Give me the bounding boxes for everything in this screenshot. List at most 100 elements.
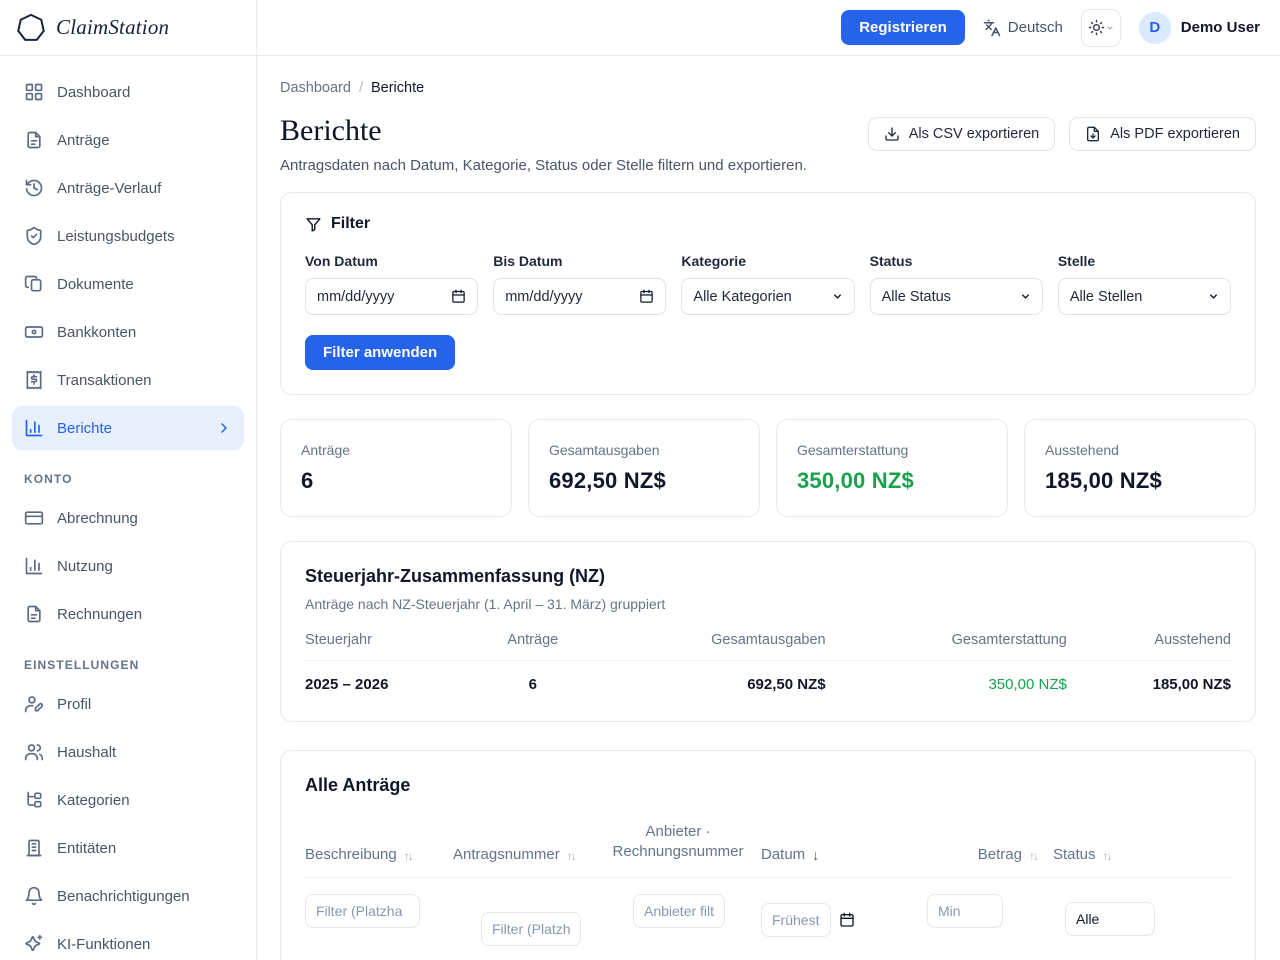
apply-filter-button[interactable]: Filter anwenden bbox=[305, 335, 456, 370]
stat-label: Anträge bbox=[301, 442, 351, 458]
claims-col-betrag[interactable]: Betrag ↑↓ bbox=[927, 822, 1039, 877]
claims-col-datum[interactable]: Datum ↓ bbox=[761, 822, 911, 877]
von-datum-input[interactable]: mm/dd/yyyy bbox=[305, 278, 479, 315]
sidebar-item-dashboard[interactable]: Dashboard bbox=[12, 70, 244, 114]
history-icon bbox=[24, 178, 44, 198]
tax-col-gesamterstattung: Gesamterstattung bbox=[825, 632, 1067, 661]
sidebar-item-label: Dokumente bbox=[57, 275, 134, 293]
page-title: Berichte bbox=[280, 114, 382, 147]
tax-year-title: Steuerjahr-Zusammenfassung (NZ) bbox=[305, 566, 606, 586]
brand[interactable]: ClaimStation bbox=[16, 13, 256, 43]
dashboard-grid-icon bbox=[24, 82, 44, 102]
column-label: Antragsnummer bbox=[453, 845, 560, 863]
status-filter-value: Alle bbox=[1076, 910, 1100, 927]
sidebar-item-ki-funktionen[interactable]: KI-Funktionen bbox=[12, 922, 244, 960]
claims-col-beschreibung[interactable]: Beschreibung ↑↓ bbox=[305, 822, 437, 877]
column-label: Datum bbox=[761, 845, 806, 863]
beschreibung-filter-input[interactable] bbox=[305, 893, 420, 928]
sidebar-item-label: Anträge-Verlauf bbox=[57, 179, 162, 197]
sidebar-item-antraege-verlauf[interactable]: Anträge-Verlauf bbox=[12, 166, 244, 210]
stat-value: 6 bbox=[301, 468, 314, 493]
stat-card-antraege: Anträge 6 bbox=[280, 419, 512, 517]
all-claims-card: Alle Anträge Beschreibung ↑↓ Antragsnumm… bbox=[280, 750, 1256, 960]
tax-cell-gesamterstattung: 350,00 NZ$ bbox=[988, 676, 1067, 693]
claims-table: Beschreibung ↑↓ Antragsnummer ↑↓ Anbiete… bbox=[305, 822, 1231, 946]
sidebar-heading-konto: KONTO bbox=[24, 472, 73, 486]
status-select[interactable]: Alle Status bbox=[869, 278, 1043, 315]
stat-label: Gesamterstattung bbox=[797, 442, 909, 458]
export-csv-label: Als CSV exportieren bbox=[908, 126, 1040, 142]
tax-year-table: Steuerjahr Anträge Gesamtausgaben Gesamt… bbox=[305, 632, 1231, 697]
sidebar-item-haushalt[interactable]: Haushalt bbox=[12, 730, 244, 774]
sidebar-item-antraege[interactable]: Anträge bbox=[12, 118, 244, 162]
bis-datum-label: Bis Datum bbox=[493, 253, 563, 269]
datum-filter-input[interactable] bbox=[761, 902, 831, 937]
sidebar-item-profil[interactable]: Profil bbox=[12, 682, 244, 726]
main-content: Dashboard / Berichte Berichte Antragsdat… bbox=[256, 56, 1280, 960]
tax-year-subtitle: Anträge nach NZ-Steuerjahr (1. April – 3… bbox=[305, 596, 666, 612]
antragsnummer-filter-input[interactable] bbox=[481, 911, 581, 946]
calendar-icon bbox=[639, 289, 654, 304]
sidebar-item-entitaeten[interactable]: Entitäten bbox=[12, 826, 244, 870]
sidebar-item-nutzung[interactable]: Nutzung bbox=[12, 544, 244, 588]
sun-icon bbox=[1088, 19, 1105, 36]
kategorie-selected-value: Alle Kategorien bbox=[693, 288, 792, 305]
anbieter-filter-input[interactable] bbox=[633, 893, 725, 928]
chevron-right-icon bbox=[216, 420, 232, 436]
datum-filter[interactable] bbox=[761, 878, 911, 946]
sidebar-item-label: Dashboard bbox=[57, 83, 131, 101]
bis-datum-input[interactable]: mm/dd/yyyy bbox=[493, 278, 667, 315]
receipt-icon bbox=[24, 370, 44, 390]
user-pen-icon bbox=[24, 694, 44, 714]
betrag-min-filter-input[interactable] bbox=[927, 893, 1003, 928]
von-datum-label: Von Datum bbox=[305, 253, 378, 269]
brand-name: ClaimStation bbox=[56, 15, 170, 39]
copy-icon bbox=[24, 274, 44, 294]
sidebar-item-abrechnung[interactable]: Abrechnung bbox=[12, 496, 244, 540]
claims-col-anbieter-rechnungsnummer[interactable]: Anbieter · Rechnungsnummer bbox=[611, 822, 745, 877]
brand-logo-icon bbox=[16, 13, 46, 43]
sidebar-item-label: Abrechnung bbox=[57, 509, 138, 527]
languages-icon bbox=[983, 19, 1001, 37]
claims-col-antragsnummer[interactable]: Antragsnummer ↑↓ bbox=[453, 822, 595, 877]
sidebar-item-label: Bankkonten bbox=[57, 323, 137, 341]
stat-card-gesamterstattung: Gesamterstattung 350,00 NZ$ bbox=[776, 419, 1008, 517]
register-button[interactable]: Registrieren bbox=[841, 10, 965, 45]
date-placeholder: mm/dd/yyyy bbox=[317, 288, 395, 305]
kategorie-select[interactable]: Alle Kategorien bbox=[681, 278, 855, 315]
sidebar-item-bankkonten[interactable]: Bankkonten bbox=[12, 310, 244, 354]
credit-card-icon bbox=[24, 508, 44, 528]
download-icon bbox=[884, 126, 900, 142]
shield-check-icon bbox=[24, 226, 44, 246]
status-filter-select[interactable]: Alle bbox=[1065, 901, 1155, 936]
claims-col-status[interactable]: Status ↑↓ bbox=[1053, 822, 1231, 877]
export-pdf-label: Als PDF exportieren bbox=[1110, 126, 1240, 142]
stelle-select[interactable]: Alle Stellen bbox=[1057, 278, 1232, 315]
breadcrumb: Dashboard / Berichte bbox=[280, 80, 1256, 96]
breadcrumb-dashboard-link[interactable]: Dashboard bbox=[280, 80, 351, 96]
sidebar-item-rechnungen[interactable]: Rechnungen bbox=[12, 592, 244, 636]
sidebar-item-label: KI-Funktionen bbox=[57, 935, 151, 953]
tax-col-steuerjahr: Steuerjahr bbox=[305, 632, 480, 661]
user-menu[interactable]: D Demo User bbox=[1138, 11, 1260, 44]
tax-cell-antraege: 6 bbox=[528, 676, 537, 693]
sidebar-item-label: Nutzung bbox=[57, 557, 113, 575]
sidebar-item-leistungsbudgets[interactable]: Leistungsbudgets bbox=[12, 214, 244, 258]
kategorie-label: Kategorie bbox=[681, 253, 746, 269]
stat-value: 350,00 NZ$ bbox=[797, 468, 914, 493]
sidebar-item-kategorien[interactable]: Kategorien bbox=[12, 778, 244, 822]
calendar-icon[interactable] bbox=[839, 912, 855, 928]
chevron-down-icon bbox=[1208, 291, 1219, 302]
export-csv-button[interactable]: Als CSV exportieren bbox=[867, 117, 1056, 151]
sidebar-item-dokumente[interactable]: Dokumente bbox=[12, 262, 244, 306]
theme-toggle-button[interactable] bbox=[1080, 8, 1121, 47]
sidebar-item-benachrichtigungen[interactable]: Benachrichtigungen bbox=[12, 874, 244, 918]
sort-icon: ↑↓ bbox=[1102, 848, 1113, 863]
users-icon bbox=[24, 742, 44, 762]
language-button[interactable]: Deutsch bbox=[983, 19, 1063, 37]
sidebar-item-transaktionen[interactable]: Transaktionen bbox=[12, 358, 244, 402]
stat-value: 185,00 NZ$ bbox=[1045, 468, 1162, 493]
sidebar-item-berichte[interactable]: Berichte bbox=[12, 406, 244, 450]
export-pdf-button[interactable]: Als PDF exportieren bbox=[1069, 117, 1256, 151]
date-placeholder: mm/dd/yyyy bbox=[505, 288, 583, 305]
